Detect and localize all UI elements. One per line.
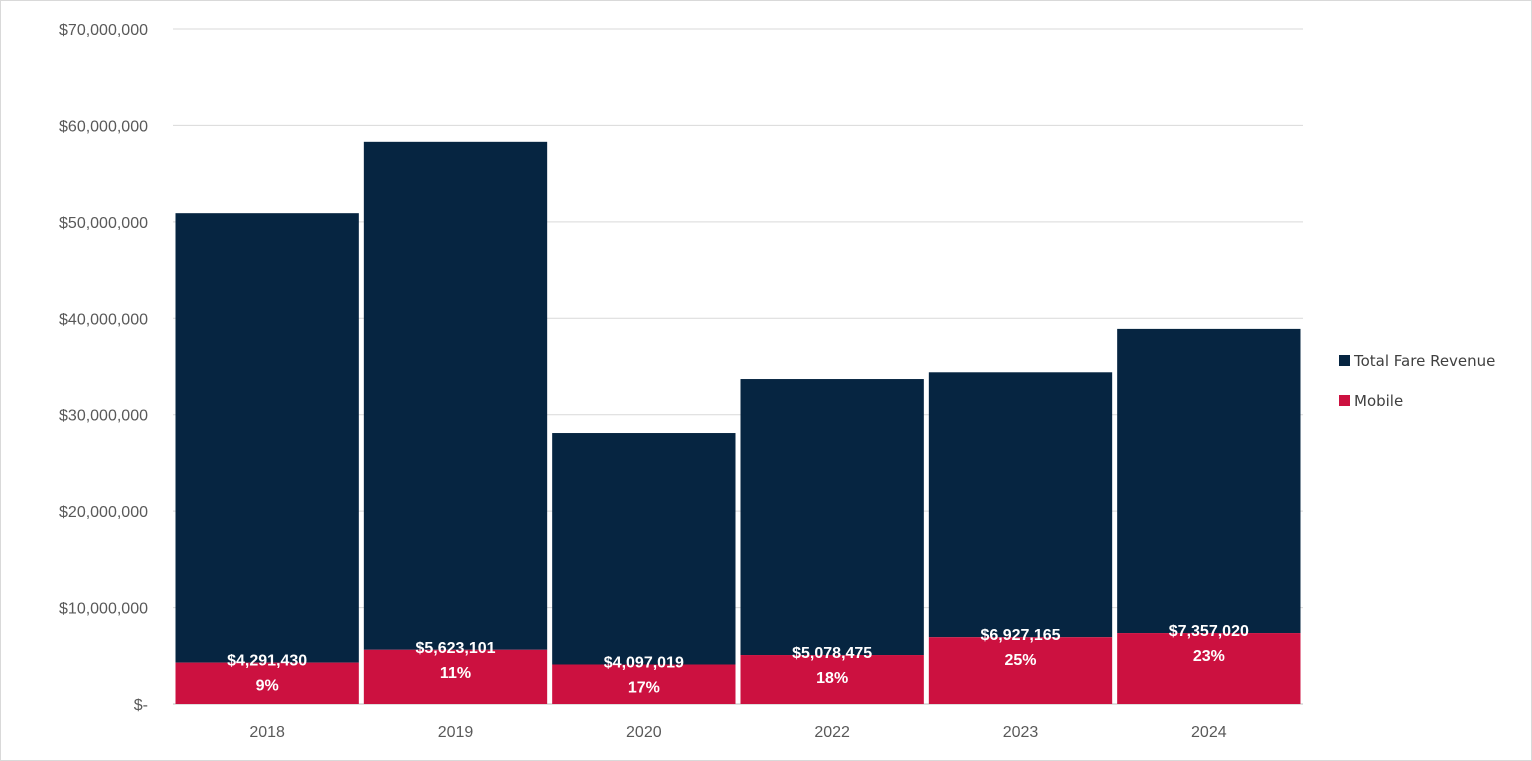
bar-total-fare-revenue <box>1117 328 1301 634</box>
legend-swatch <box>1339 355 1350 366</box>
y-tick-label: $20,000,000 <box>59 504 148 521</box>
y-tick-label: $10,000,000 <box>59 601 148 618</box>
bar-mobile <box>928 637 1113 704</box>
bar-total-fare-revenue <box>363 141 548 650</box>
bars <box>175 141 1301 704</box>
mobile-percent-label: 25% <box>1004 652 1036 669</box>
y-tick-label: $40,000,000 <box>59 311 148 328</box>
y-axis-tick-labels: $- $10,000,000 $20,000,000 $30,000,000 $40,0… <box>59 22 148 714</box>
bar-total-fare-revenue <box>552 433 736 665</box>
bar-total-fare-revenue <box>740 379 924 656</box>
mobile-value-label: $4,291,430 <box>227 653 307 670</box>
legend-label: Total Fare Revenue <box>1353 352 1495 370</box>
y-tick-label: $- <box>134 697 148 714</box>
mobile-value-label: $4,097,019 <box>604 654 684 671</box>
mobile-percent-label: 11% <box>440 665 471 682</box>
mobile-percent-label: 9% <box>256 678 279 695</box>
x-category-label: 2018 <box>249 724 285 741</box>
x-category-label: 2020 <box>626 724 662 741</box>
gridlines <box>173 28 1303 705</box>
x-axis-category-labels: 2018 2019 2020 2022 2023 2024 <box>249 724 1226 741</box>
legend-swatch <box>1339 395 1350 406</box>
x-category-label: 2024 <box>1191 724 1227 741</box>
x-category-label: 2022 <box>814 724 850 741</box>
mobile-percent-label: 18% <box>816 670 848 687</box>
bar-mobile <box>740 655 924 704</box>
bar-mobile <box>552 664 736 704</box>
bar-mobile <box>363 649 548 704</box>
y-tick-label: $60,000,000 <box>59 118 148 135</box>
mobile-percent-label: 17% <box>628 679 660 696</box>
mobile-value-label: $5,623,101 <box>415 640 495 657</box>
x-category-label: 2023 <box>1003 724 1039 741</box>
y-tick-label: $70,000,000 <box>59 22 148 39</box>
mobile-percent-label: 23% <box>1193 648 1225 665</box>
x-category-label: 2019 <box>438 724 474 741</box>
bar-mobile <box>175 662 359 704</box>
mobile-value-label: $7,357,020 <box>1169 623 1249 640</box>
y-tick-label: $50,000,000 <box>59 215 148 232</box>
bar-total-fare-revenue <box>928 372 1113 638</box>
data-labels: $4,291,430 9% $5,623,101 11% $4,097,019 17% $5… <box>227 623 1249 696</box>
bar-mobile <box>1117 633 1301 704</box>
mobile-value-label: $6,927,165 <box>980 627 1060 644</box>
legend-label: Mobile <box>1354 392 1403 410</box>
y-tick-label: $30,000,000 <box>59 408 148 425</box>
legend: Total Fare Revenue Mobile <box>1339 352 1495 410</box>
bar-total-fare-revenue <box>175 213 359 663</box>
mobile-value-label: $5,078,475 <box>792 645 872 662</box>
